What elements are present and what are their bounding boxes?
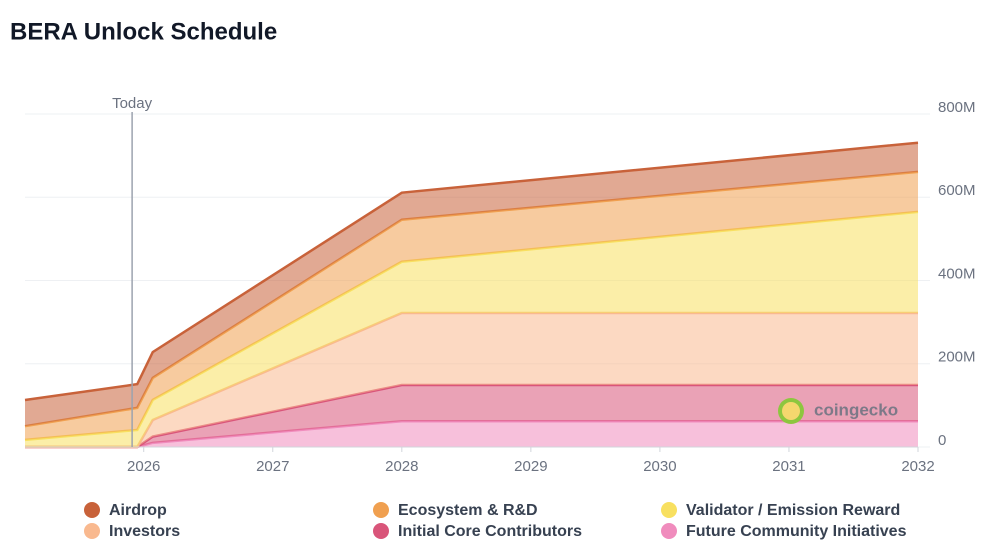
legend-swatch (373, 523, 389, 539)
legend-swatch (661, 523, 677, 539)
x-tick-label: 2028 (385, 458, 418, 475)
legend-label: Initial Core Contributors (398, 523, 582, 540)
area-edge (24, 141, 919, 402)
y-tick-label: 400M (938, 265, 976, 282)
chart-title: BERA Unlock Schedule (10, 18, 277, 45)
plot-area: 0 200M 400M 600M 800M 2026 2027 2028 2029 2030 203… (24, 95, 976, 475)
watermark-logo-inner (782, 402, 800, 420)
watermark: coingecko (814, 400, 898, 419)
y-tick-label: 200M (938, 349, 976, 366)
today-label: Today (112, 95, 153, 112)
legend-swatch (373, 502, 389, 518)
legend-swatch (84, 502, 100, 518)
area (25, 142, 918, 427)
x-tick-label: 2029 (514, 458, 547, 475)
legend-label: Investors (109, 523, 180, 540)
area (25, 171, 918, 440)
y-tick-label: 600M (938, 182, 976, 199)
legend-label: Ecosystem & R&D (398, 502, 538, 519)
x-tick-label: 2032 (901, 458, 934, 475)
x-tick-label: 2030 (643, 458, 676, 475)
legend-label: Future Community Initiatives (686, 523, 907, 540)
area (25, 312, 918, 447)
y-tick-label: 800M (938, 99, 976, 116)
x-tick-label: 2027 (256, 458, 289, 475)
x-tick-label: 2026 (127, 458, 160, 475)
legend-swatch (84, 523, 100, 539)
area (25, 211, 918, 447)
legend-swatch (661, 502, 677, 518)
area (25, 384, 918, 447)
legend-label: Airdrop (109, 502, 167, 519)
x-tick-label: 2031 (772, 458, 805, 475)
y-tick-label: 0 (938, 432, 946, 449)
area-edge (24, 210, 919, 442)
area (25, 421, 918, 447)
legend-label: Validator / Emission Reward (686, 502, 900, 519)
